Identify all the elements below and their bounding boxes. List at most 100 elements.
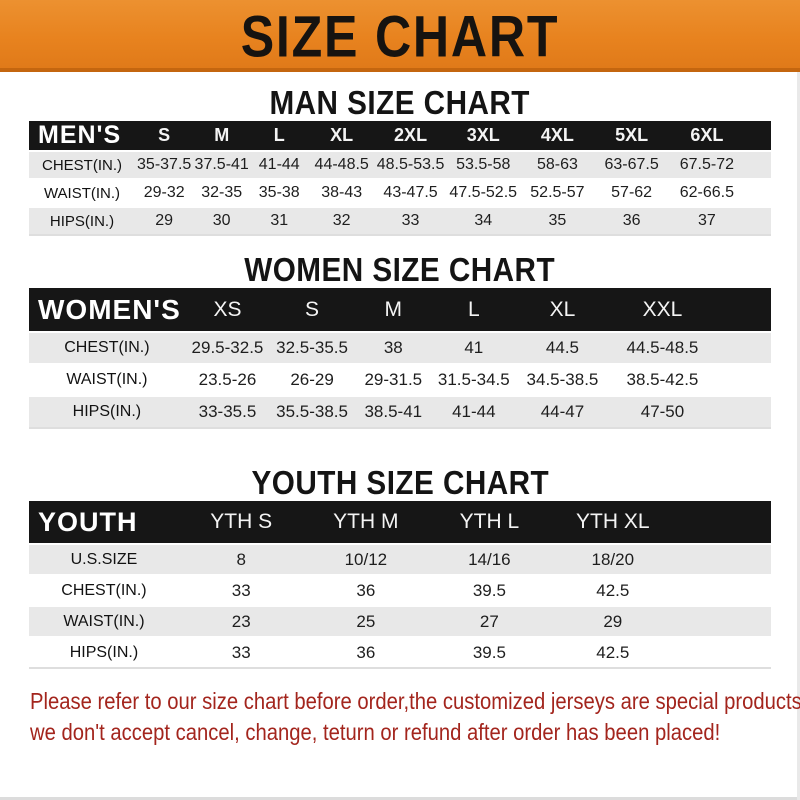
size-value-cell: 29-32 [143,184,185,201]
size-value-cell: 32 [332,212,351,229]
size-chart-banner: SIZE CHART [0,0,800,72]
size-value-cell: 35-37.5 [137,156,192,173]
size-value-cell: 35 [548,212,567,229]
size-value-cell: 26-29 [290,370,334,389]
size-value-cell: 32-35 [201,184,243,201]
row-label: HIPS(IN.) [72,403,142,420]
size-column-header: S [305,297,320,321]
size-value-cell: 63-67.5 [604,156,659,173]
size-value-cell: 41 [464,338,484,357]
banner-title: SIZE CHART [240,4,560,70]
row-label: CHEST(IN.) [42,156,122,174]
order-policy-note: Please refer to our size chart before or… [30,686,800,748]
size-value-cell: 53.5-58 [456,156,511,173]
size-value-cell: 67.5-72 [679,156,734,173]
size-value-cell: 42.5 [596,642,630,662]
size-column-header: YTH S [210,510,273,533]
size-value-cell: 14/16 [468,549,511,569]
size-value-cell: 35.5-38.5 [276,402,348,421]
table-corner-label: YOUTH [38,506,138,537]
size-value-cell: 57-62 [611,184,653,201]
size-column-header: XL [330,125,354,145]
size-value-cell: 36 [356,642,376,662]
youth-section-title: YOUTH SIZE CHART [0,465,800,501]
size-value-cell: 29 [155,212,174,229]
size-value-cell: 32.5-35.5 [276,338,348,357]
row-label: HIPS(IN.) [49,212,115,230]
row-label: CHEST(IN.) [61,581,147,599]
size-column-header: L [467,297,480,321]
size-value-cell: 44-48.5 [314,156,369,173]
men-section-title: MAN SIZE CHART [0,85,800,121]
size-value-cell: 39.5 [472,580,506,600]
size-table-header-row: YOUTH YTH S YTH M YTH L YTH XL [29,501,771,544]
size-value-cell: 10/12 [344,549,388,569]
youth-size-table: YOUTH YTH S YTH M YTH L YTH XL U.S.SIZE 8 10/12… [29,501,771,669]
size-column-header: S [158,125,171,145]
size-value-cell: 33 [401,212,420,229]
measurement-row: CHEST(IN.) 35-37.5 37.5-41 41-44 44-48.5 48.5… [29,151,771,179]
size-value-cell: 38.5-42.5 [626,370,699,389]
size-value-cell: 25 [356,611,376,631]
size-column-header: L [273,125,285,145]
size-column-header: 4XL [540,125,574,145]
measurement-row: HIPS(IN.) 33 36 39.5 42.5 [29,637,771,668]
size-column-header: 2XL [394,125,428,145]
size-value-cell: 38 [383,338,403,357]
women-section-title: WOMEN SIZE CHART [0,252,800,288]
size-value-cell: 52.5-57 [530,184,585,201]
size-value-cell: 43-47.5 [383,184,438,201]
measurement-row: WAIST(IN.) 29-32 32-35 35-38 38-43 43-47.5 47.… [29,179,771,207]
women-section-title-text: WOMEN SIZE CHART [244,251,556,288]
size-value-cell: 29-31.5 [364,370,423,389]
size-value-cell: 34 [474,212,493,229]
men-section-title-text: MAN SIZE CHART [269,84,531,121]
men-size-table: MEN'S S M L XL 2XL 3XL 4XL 5XL 6XL CHEST(IN.) 35-37… [29,121,771,236]
size-value-cell: 47-50 [640,402,685,421]
size-column-header: XL [549,297,576,321]
size-value-cell: 27 [479,611,499,631]
size-value-cell: 34.5-38.5 [526,370,599,389]
measurement-row: HIPS(IN.) 33-35.5 35.5-38.5 38.5-41 41-44 44-… [29,396,771,428]
size-column-header: M [384,297,403,321]
order-policy-line-2: we don't accept cancel, change, teturn o… [30,719,721,745]
size-value-cell: 23 [231,611,251,631]
size-value-cell: 47.5-52.5 [449,184,518,201]
order-policy-line-1: Please refer to our size chart before or… [30,688,800,714]
size-value-cell: 29.5-32.5 [191,338,264,357]
size-value-cell: 33 [231,642,251,662]
size-value-cell: 39.5 [472,642,506,662]
size-value-cell: 35-38 [258,184,300,201]
size-table-header-row: MEN'S S M L XL 2XL 3XL 4XL 5XL 6XL [29,121,771,151]
row-label: CHEST(IN.) [64,339,150,356]
row-label: WAIST(IN.) [66,371,148,388]
size-column-header: 5XL [615,125,649,145]
size-value-cell: 36 [356,580,376,600]
size-value-cell: 58-63 [536,156,578,173]
women-size-table: WOMEN'S XS S M L XL XXL CHEST(IN.) 29.5-32.5 32.5… [29,288,771,429]
size-value-cell: 8 [236,549,246,569]
size-column-header: YTH XL [576,510,650,533]
size-value-cell: 37.5-41 [194,156,249,173]
measurement-row: WAIST(IN.) 23.5-26 26-29 29-31.5 31.5-34.5 34… [29,364,771,396]
size-value-cell: 38.5-41 [364,402,423,421]
size-value-cell: 42.5 [596,580,630,600]
measurement-row: CHEST(IN.) 33 36 39.5 42.5 [29,575,771,606]
size-value-cell: 44.5 [545,338,580,357]
size-value-cell: 33 [231,580,251,600]
size-value-cell: 41-44 [452,402,496,421]
row-label: HIPS(IN.) [69,643,139,661]
size-value-cell: 23.5-26 [198,370,257,389]
measurement-row: HIPS(IN.) 29 30 31 32 33 34 35 36 37 [29,207,771,235]
measurement-row: WAIST(IN.) 23 25 27 29 [29,606,771,637]
size-value-cell: 33-35.5 [198,402,257,421]
table-corner-label: WOMEN'S [38,293,181,325]
size-column-header: YTH L [459,510,520,533]
size-value-cell: 48.5-53.5 [376,156,445,173]
size-column-header: M [214,125,230,145]
size-value-cell: 41-44 [258,156,300,173]
table-corner-label: MEN'S [38,121,122,149]
row-label: WAIST(IN.) [63,612,145,630]
measurement-row: U.S.SIZE 8 10/12 14/16 18/20 [29,544,771,575]
size-column-header: YTH M [333,510,399,533]
